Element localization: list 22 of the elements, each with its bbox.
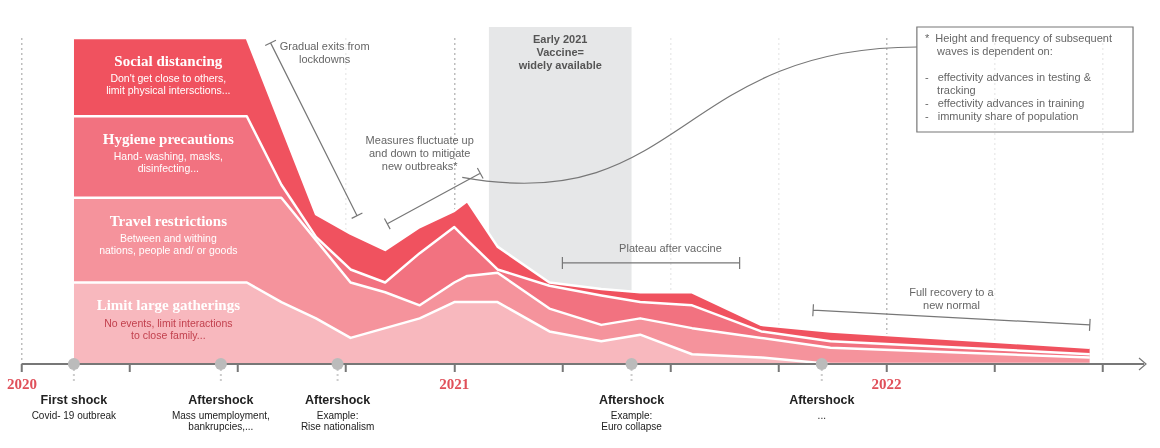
annotation: Aftershock Mass umemployment, bankrupcies,... — [171, 392, 270, 432]
annotation: Aftershock Example: Euro collapse — [598, 392, 665, 432]
annotation: Full recovery to a new normal — [909, 285, 995, 311]
text: * Height and frequency of subsequent waves is dependent on: - effectivity advances in testing & tracking - effectivity advances in training - immunity share of population — [924, 31, 1113, 122]
series-label: Travel restrictions — [109, 212, 228, 229]
annotation: Between and withing nations, people and/ or goods — [99, 231, 238, 256]
annotation: First shock Covid- 19 outbreak — [31, 392, 118, 421]
series-label: Hygiene precautions — [102, 131, 234, 148]
x-tick-label: 2022 — [871, 375, 902, 392]
series-label: Social distancing — [114, 52, 223, 69]
annotation: Plateau after vaccine — [619, 241, 722, 254]
annotation: Aftershock Example: Rise nationalism — [300, 392, 375, 432]
x-tick-label: 2020 — [7, 375, 37, 392]
annotation: Gradual exits from lockdowns — [279, 39, 370, 65]
annotation: No events, limit interactions to close family... — [104, 316, 233, 341]
annotation: Don't get close to others, limit physical intersctions... — [106, 72, 231, 97]
annotation: Aftershock ... — [789, 392, 855, 421]
band-label: Early 2021 Vaccine= widely available — [517, 32, 602, 71]
annotation: Hand- washing, masks, disinfecting... — [113, 150, 223, 175]
x-tick-label: 2021 — [439, 375, 470, 392]
annotation: Measures fluctuate up and down to mitigate new outbreaks* — [365, 134, 474, 173]
series-label: Limit large gatherings — [96, 297, 241, 314]
